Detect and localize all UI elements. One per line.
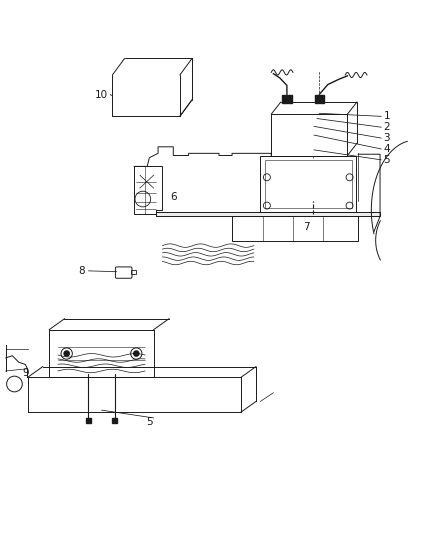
Text: 6: 6 bbox=[170, 192, 177, 202]
Bar bbox=[260, 156, 356, 212]
Bar bbox=[282, 95, 292, 103]
Circle shape bbox=[64, 351, 69, 356]
Bar bbox=[265, 160, 352, 208]
Text: 2: 2 bbox=[384, 122, 390, 132]
Text: 7: 7 bbox=[303, 222, 309, 232]
Text: 5: 5 bbox=[384, 155, 390, 165]
Text: 9: 9 bbox=[22, 368, 28, 378]
Polygon shape bbox=[156, 212, 380, 216]
Bar bbox=[86, 418, 91, 423]
Bar bbox=[232, 216, 358, 241]
Text: 8: 8 bbox=[78, 266, 85, 276]
Bar bbox=[112, 418, 117, 423]
Text: 10: 10 bbox=[95, 90, 108, 100]
Bar bbox=[315, 95, 324, 103]
Text: 4: 4 bbox=[384, 144, 390, 154]
Circle shape bbox=[134, 351, 139, 356]
Text: 1: 1 bbox=[384, 111, 390, 122]
Bar bbox=[131, 270, 136, 274]
Text: 3: 3 bbox=[384, 133, 390, 143]
Text: 5: 5 bbox=[146, 417, 153, 427]
